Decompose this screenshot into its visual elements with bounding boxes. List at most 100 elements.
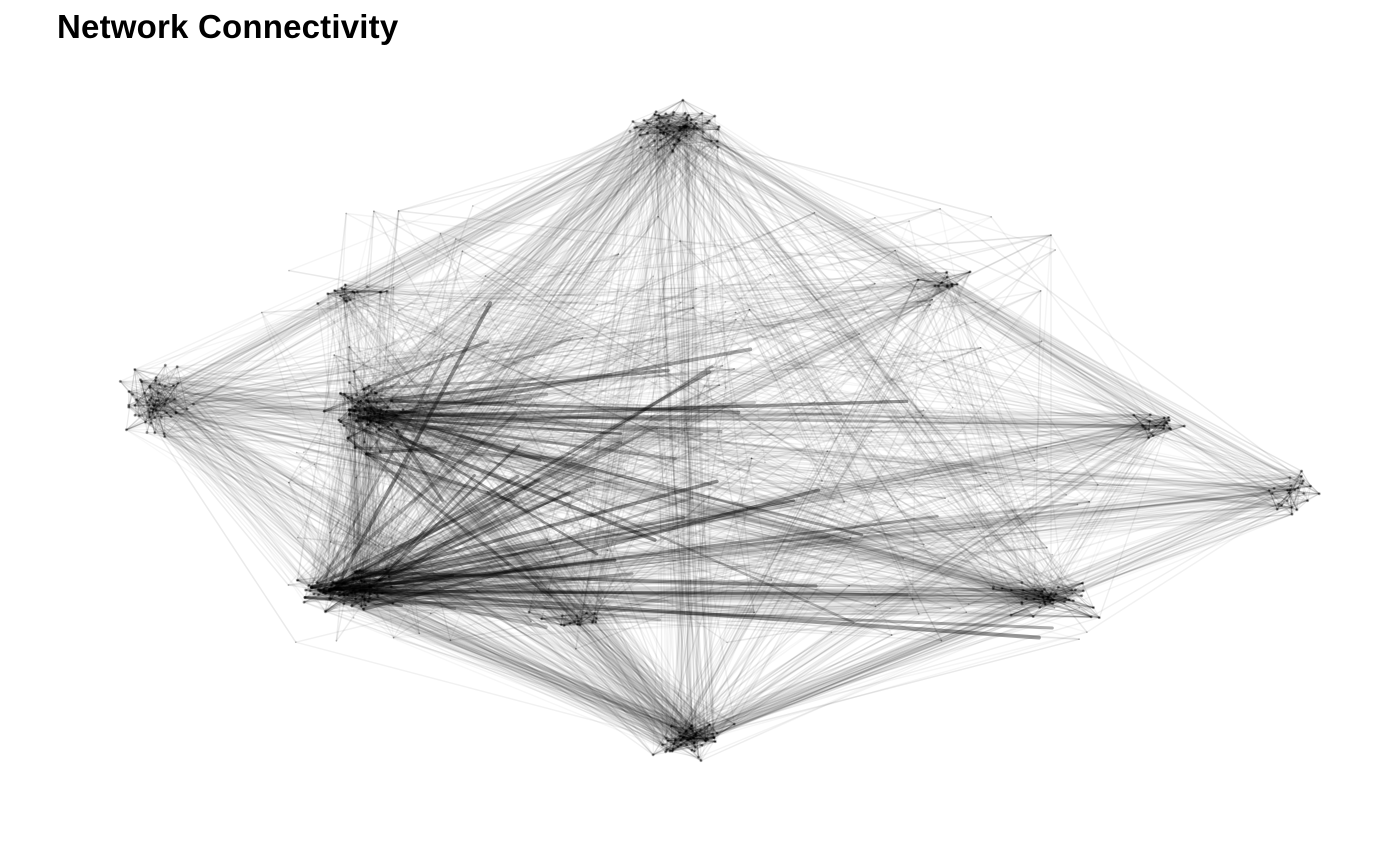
network-edge [633, 127, 642, 149]
network-node [1293, 488, 1297, 492]
network-edge [1010, 492, 1291, 591]
network-edge [164, 403, 1150, 439]
network-edge [338, 114, 660, 421]
network-edge [163, 435, 365, 610]
network-edge [1021, 603, 1100, 619]
network-edge [128, 382, 179, 393]
network-edge [540, 618, 580, 622]
network-edge [149, 364, 166, 413]
network-edge [173, 398, 1273, 495]
network-edge [1041, 588, 1046, 592]
network-edge [158, 383, 194, 405]
network-node [328, 589, 331, 593]
network-edge [155, 399, 166, 405]
network-node [351, 577, 355, 581]
network-edge [334, 286, 368, 292]
network-edge [656, 127, 681, 142]
network-edge [335, 582, 1044, 592]
network-edge [338, 119, 670, 421]
network-edge [594, 425, 1157, 615]
network-edge [656, 127, 664, 135]
network-edge [385, 411, 398, 417]
network-edge [378, 414, 1135, 581]
network-edge [379, 450, 684, 739]
network-edge [352, 578, 357, 600]
network-edge [328, 590, 370, 603]
network-edge [365, 453, 718, 734]
network-edge [705, 736, 715, 740]
network-edge [316, 581, 345, 597]
network-edge [354, 489, 1291, 594]
network-edge [686, 116, 720, 128]
network-edge [707, 596, 1050, 741]
network-edge [349, 434, 1154, 593]
network-node [813, 401, 816, 403]
network-edge [569, 622, 697, 737]
network-edge [305, 589, 353, 607]
network-edge [354, 400, 362, 573]
network-edge [1147, 425, 1186, 439]
network-node [713, 114, 717, 118]
network-edge [992, 588, 1052, 601]
network-edge [343, 388, 365, 395]
network-node [873, 282, 876, 285]
network-edge [356, 414, 393, 588]
network-node [595, 616, 598, 620]
network-edge [674, 489, 1289, 742]
network-edge [655, 111, 661, 123]
network-edge [135, 399, 688, 746]
network-node [664, 112, 668, 116]
network-edge [352, 290, 703, 746]
network-edge [657, 117, 1055, 602]
network-node [355, 476, 357, 479]
network-edge [1047, 593, 1057, 600]
network-edge [658, 114, 668, 130]
network-node [350, 604, 354, 608]
network-edge [1052, 590, 1085, 602]
network-node [659, 131, 662, 135]
network-node [369, 447, 372, 449]
network-edge [348, 406, 389, 411]
network-edge [374, 503, 1280, 594]
network-edge [367, 409, 382, 426]
network-edge [355, 571, 366, 601]
network-edge [1052, 597, 1067, 601]
network-edge [343, 288, 369, 414]
network-edge [323, 571, 357, 590]
network-edge [341, 287, 381, 293]
network-edge [1043, 588, 1054, 601]
network-node [347, 408, 351, 412]
network-node [711, 732, 715, 736]
network-edge [344, 284, 348, 302]
network-edge [377, 595, 716, 743]
network-edge [674, 739, 716, 743]
network-edge [540, 618, 576, 623]
network-edge [700, 729, 709, 741]
network-node [656, 116, 660, 120]
network-edge [343, 119, 670, 299]
network-edge [151, 399, 157, 413]
network-node [684, 134, 688, 138]
network-edge [343, 393, 380, 431]
network-node [700, 111, 704, 115]
network-edge [367, 424, 1275, 490]
network-edge [639, 134, 718, 142]
network-node [679, 240, 681, 243]
network-node [533, 479, 536, 482]
network-edge [362, 417, 389, 428]
network-edge [317, 578, 354, 591]
network-edge [686, 125, 698, 130]
network-edge [374, 392, 682, 741]
network-edge [341, 287, 354, 293]
network-edge [140, 380, 1046, 590]
network-edge [339, 392, 356, 408]
network-node [692, 736, 696, 740]
network-node [334, 581, 338, 585]
network-edge [352, 578, 367, 593]
network-edge [1142, 426, 1172, 430]
network-edge [328, 590, 394, 605]
network-edge [127, 406, 356, 449]
network-edge [595, 617, 598, 624]
network-edge [164, 382, 179, 405]
network-node [1053, 606, 1056, 609]
